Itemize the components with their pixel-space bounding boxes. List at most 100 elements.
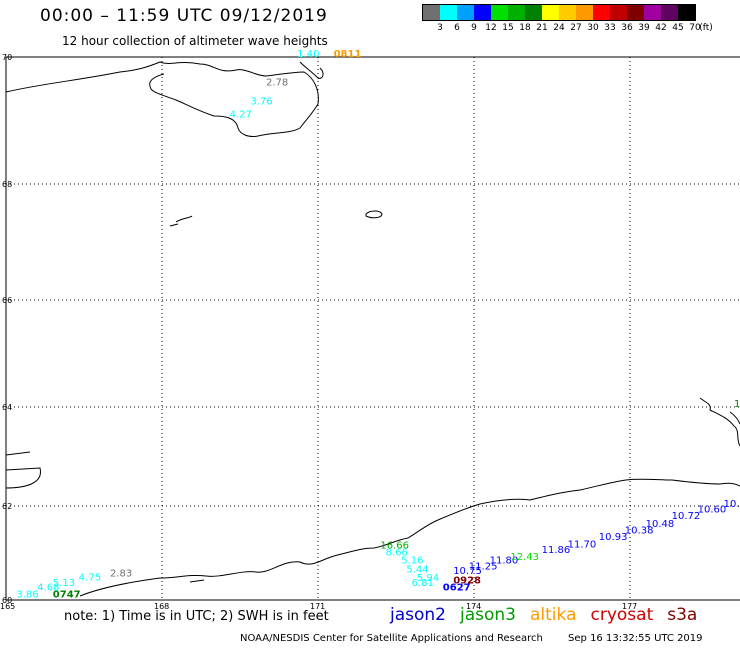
wave-height-label: 11.80 <box>490 555 519 566</box>
wave-height-label: 11.70 <box>568 539 597 550</box>
wave-height-label: 12.43 <box>510 552 539 563</box>
lat-label: 60 <box>2 596 12 605</box>
wave-height-label: 10.48 <box>646 519 675 530</box>
kresta-bay <box>299 61 324 79</box>
lon-label: 168 <box>154 602 169 611</box>
altimeter-observations: 1.40 0811 2.78 3.764.27 10.3 16.668.665.165.4… <box>16 49 740 601</box>
legend-color-bar <box>422 4 696 21</box>
page-title: 00:00 – 11:59 UTC 09/12/2019 <box>40 6 328 26</box>
legend-tick-label: 45 <box>672 23 684 33</box>
wave-height-label: 10.40 <box>724 499 740 510</box>
legend-tick-label: 42 <box>655 23 667 33</box>
koryak-coast <box>79 478 740 597</box>
legend-tick-label: 27 <box>570 23 582 33</box>
wave-height-label: 5.94 <box>417 573 439 584</box>
legend-tick-label: 33 <box>604 23 616 33</box>
page-subtitle: 12 hour collection of altimeter wave hei… <box>62 34 328 48</box>
wave-height-label: 4.75 <box>79 572 101 583</box>
legend-tick-label: 15 <box>502 23 514 33</box>
note-line: note: 1) Time is in UTC; 2) SWH is in fe… <box>64 609 335 624</box>
island-b <box>169 215 193 227</box>
legend-swatch <box>542 5 559 20</box>
satellite-key: jason2 jason3 altika cryosat s3a <box>390 605 711 625</box>
legend-tick-label: 21 <box>536 23 548 33</box>
lat-label: 64 <box>2 403 12 412</box>
legend-swatch <box>610 5 627 20</box>
lat-label: 70 <box>2 53 12 62</box>
coastline <box>5 61 740 597</box>
small-isle <box>189 579 205 583</box>
wave-height-label: 11.25 <box>469 561 498 572</box>
wave-height-label: 6.81 <box>412 578 434 589</box>
legend-unit: (ft) <box>699 23 713 33</box>
legend-tick-label: 12 <box>485 23 497 33</box>
satellite-altika: altika <box>530 605 577 625</box>
wave-height-label: 2.83 <box>110 569 132 580</box>
wave-height-label: 10.3 <box>734 399 740 410</box>
wave-height-label: 2.78 <box>266 78 288 89</box>
satellite-cryosat: cryosat <box>590 605 654 625</box>
pass-time-label: 0747 <box>53 590 81 601</box>
legend-swatch <box>559 5 576 20</box>
wave-height-label: 10.72 <box>672 511 701 522</box>
wave-height-label: 3.86 <box>16 590 38 601</box>
legend-swatch <box>576 5 593 20</box>
alaska-coast-2 <box>729 411 740 425</box>
pass-time-label: 0928 <box>453 576 481 587</box>
pass-time-label: 0811 <box>334 49 362 60</box>
lon-label: 171 <box>310 602 325 611</box>
wave-height-label: 10.38 <box>625 525 654 536</box>
legend-swatch <box>525 5 542 20</box>
legend-tick-label: 6 <box>454 23 460 33</box>
legend-tick-label: 9 <box>471 23 477 33</box>
wave-height-label: 10.75 <box>453 566 482 577</box>
wave-height-label: 5.13 <box>53 578 75 589</box>
wave-height-label: 1.40 <box>297 49 319 60</box>
lon-label: 177 <box>622 602 637 611</box>
color-legend: 3 6 9 12 15 18 21 24 27 30 33 36 39 42 45 70 (ft) <box>422 4 713 33</box>
wave-height-label: 10.60 <box>698 505 727 516</box>
wave-height-label: 5.44 <box>406 565 428 576</box>
lon-label: 165 <box>0 602 15 611</box>
lat-lon-grid <box>6 57 740 600</box>
island-a <box>365 210 383 219</box>
alaska-coast <box>699 397 740 447</box>
legend-swatch <box>508 5 525 20</box>
lat-label: 62 <box>2 502 12 511</box>
note-text: note: 1) Time is in UTC; 2) SWH is in fe… <box>64 609 329 624</box>
legend-swatch <box>644 5 661 20</box>
wave-height-label: 3.76 <box>250 97 272 108</box>
lat-label: 66 <box>2 296 12 305</box>
satellite-jason3: jason3 <box>460 605 516 625</box>
satellite-jason2: jason2 <box>390 605 446 625</box>
legend-tick-label: 39 <box>638 23 650 33</box>
legend-swatch <box>593 5 610 20</box>
credit-text: NOAA/NESDIS Center for Satellite Applica… <box>240 633 543 644</box>
map-frame <box>5 56 740 601</box>
wave-height-label: 16.66 <box>380 540 409 551</box>
legend-tick-label: 18 <box>519 23 531 33</box>
satellite-s3a: s3a <box>667 605 698 625</box>
legend-swatch <box>423 5 440 20</box>
wave-height-label: 10.93 <box>599 532 628 543</box>
lat-label: 68 <box>2 180 12 189</box>
wave-height-label: 4.27 <box>230 109 252 120</box>
wave-height-label: 11.86 <box>542 545 571 556</box>
legend-swatch <box>474 5 491 20</box>
legend-swatch <box>678 5 695 20</box>
pass-time-label: 0627 <box>443 583 471 594</box>
legend-swatch <box>627 5 644 20</box>
legend-tick-label: 3 <box>437 23 443 33</box>
footer: NOAA/NESDIS Center for Satellite Applica… <box>240 633 725 644</box>
chukotka-coast <box>5 61 319 137</box>
legend-swatch <box>491 5 508 20</box>
legend-swatch <box>661 5 678 20</box>
legend-swatch <box>457 5 474 20</box>
timestamp-text: Sep 16 13:32:55 UTC 2019 <box>568 633 703 644</box>
wave-height-label: 5.16 <box>401 555 423 566</box>
legend-tick-label: 24 <box>553 23 565 33</box>
lon-label: 174 <box>466 602 481 611</box>
legend-swatch <box>440 5 457 20</box>
